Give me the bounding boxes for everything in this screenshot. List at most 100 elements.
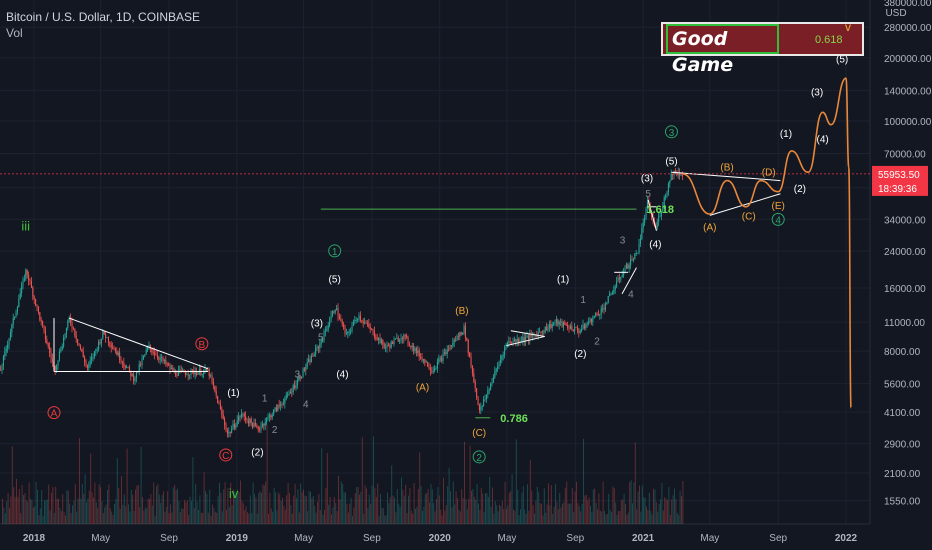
volume-bar <box>606 513 608 524</box>
wave-label: 3 <box>669 128 675 139</box>
candle-body <box>488 389 490 391</box>
candle-body <box>310 355 312 363</box>
candle-body <box>294 385 296 389</box>
candle-body <box>568 327 570 329</box>
candle-body <box>495 368 497 372</box>
candle-body <box>201 374 203 376</box>
volume-bar <box>643 497 645 524</box>
volume-bar <box>63 512 65 524</box>
volume-bar <box>116 458 118 524</box>
candle-body <box>177 370 179 376</box>
volume-bar <box>328 504 330 524</box>
volume-bar <box>539 502 541 524</box>
volume-bar <box>458 509 460 524</box>
volume-bar <box>480 488 482 524</box>
candle-body <box>82 351 84 357</box>
candle-body <box>33 296 35 300</box>
candle-body <box>228 432 230 434</box>
volume-bar <box>665 498 667 524</box>
volume-bar <box>674 488 675 524</box>
candle-body <box>662 205 664 212</box>
pattern-line <box>647 199 657 231</box>
volume-bar <box>193 507 195 524</box>
candle-body <box>644 218 646 223</box>
candle-body <box>330 315 332 322</box>
candle-body <box>672 173 674 176</box>
volume-bar <box>156 486 157 524</box>
candle-body <box>200 369 202 375</box>
volume-bar <box>101 501 103 524</box>
candle-body <box>236 420 238 426</box>
wave-label-ring <box>328 244 342 258</box>
volume-bar <box>622 499 624 524</box>
volume-bar <box>185 502 187 524</box>
wave-label: C <box>222 451 229 462</box>
volume-bar <box>560 507 562 524</box>
candle-body <box>219 404 221 409</box>
volume-bar <box>114 503 115 524</box>
volume-bar <box>538 492 540 524</box>
candle-body <box>415 348 417 353</box>
volume-bar <box>434 511 436 524</box>
volume-bar <box>231 504 233 524</box>
volume-bar <box>291 513 293 524</box>
candle-body <box>399 340 401 342</box>
volume-bar <box>637 491 639 524</box>
volume-bar <box>20 513 22 524</box>
volume-bar <box>562 503 563 524</box>
volume-bar <box>270 508 272 524</box>
candle-body <box>446 349 448 354</box>
candle-body <box>336 308 338 310</box>
candle-body <box>408 343 410 346</box>
wave-label-ring <box>771 212 785 226</box>
wave-label: iii <box>21 219 30 234</box>
volume-bar <box>280 500 282 524</box>
candle-body <box>572 329 574 332</box>
volume-bar <box>25 500 27 524</box>
candle-body <box>506 342 508 344</box>
volume-bar <box>55 486 57 524</box>
volume-bar <box>262 484 264 524</box>
wave-label: 4 <box>775 215 781 226</box>
volume-bar <box>489 476 491 524</box>
volume-bar <box>529 459 531 524</box>
volume-bar <box>318 494 320 524</box>
candle-body <box>186 374 188 376</box>
currency-label: USD <box>885 8 906 19</box>
candle-body <box>114 350 116 352</box>
volume-bar <box>282 497 283 524</box>
candle-body <box>196 372 198 375</box>
candle-body <box>168 364 170 366</box>
volume-bar <box>570 503 572 524</box>
volume-bar <box>447 486 449 524</box>
volume-bar <box>356 487 358 524</box>
volume-bar <box>662 510 664 524</box>
candle-body <box>618 277 620 280</box>
volume-bar <box>363 513 365 524</box>
candle-body <box>490 383 492 390</box>
volume-bar <box>160 503 162 524</box>
candle-body <box>156 355 158 358</box>
volume-bar <box>475 500 477 524</box>
volume-bar <box>472 488 474 524</box>
volume-bar <box>95 502 97 524</box>
volume-bar <box>321 448 323 524</box>
volume-bar <box>53 513 55 524</box>
volume-bar <box>468 499 470 524</box>
volume-bar <box>420 486 422 524</box>
y-tick-label: 5600.00 <box>884 380 921 391</box>
candle-body <box>308 359 310 363</box>
candle-body <box>604 304 606 310</box>
candle-body <box>452 342 454 346</box>
volume-bar <box>462 497 464 524</box>
candle-body <box>226 430 228 434</box>
candle-body <box>625 264 627 269</box>
volume-bar <box>207 512 209 524</box>
candle-body <box>508 341 510 343</box>
candle-body <box>105 334 107 338</box>
wave-label-ring <box>472 450 486 464</box>
volume-bar <box>486 493 488 524</box>
volume-bar <box>598 493 600 524</box>
volume-bar <box>648 492 650 524</box>
